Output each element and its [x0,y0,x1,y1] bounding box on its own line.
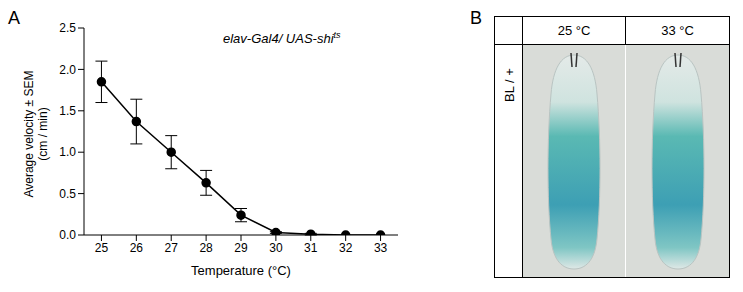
html-text:BL / +: BL / + [501,68,517,102]
html-text:Average velocity ± SEM: Average velocity ± SEM [22,70,36,198]
svg-text:31: 31 [304,241,318,255]
svg-text:1.0: 1.0 [59,145,76,159]
svg-text:33: 33 [374,241,388,255]
svg-text:29: 29 [234,241,248,255]
html-text:B: B [470,8,482,28]
svg-text:26: 26 [130,241,144,255]
svg-text:2.0: 2.0 [59,63,76,77]
html-text:25 °C: 25 °C [557,23,591,38]
svg-text:2.5: 2.5 [59,21,76,35]
html-text:33 °C: 33 °C [661,23,694,38]
svg-text:0.5: 0.5 [59,187,76,201]
svg-text:25: 25 [95,241,109,255]
html-text:elav-Gal4/ UAS-shits: elav-Gal4/ UAS-shits [223,30,341,47]
svg-text:27: 27 [165,241,179,255]
svg-text:32: 32 [339,241,353,255]
svg-text:28: 28 [199,241,213,255]
html-text:A: A [8,8,20,28]
html-text:(cm / min): (cm / min) [36,107,50,161]
svg-text:1.5: 1.5 [59,104,76,118]
svg-text:Temperature (°C): Temperature (°C) [191,263,291,278]
svg-text:0.0: 0.0 [59,228,76,242]
svg-text:30: 30 [269,241,283,255]
